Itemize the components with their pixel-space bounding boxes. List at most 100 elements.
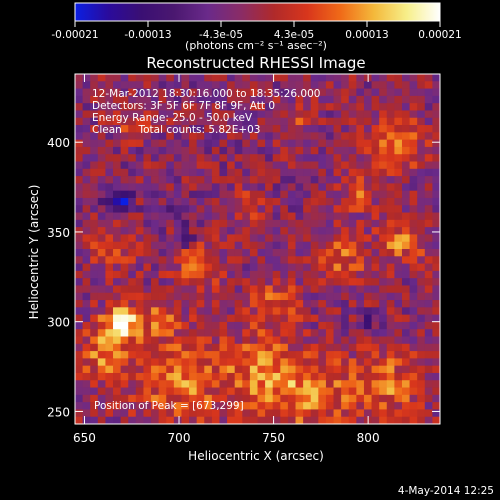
heatmap-cell (348, 183, 357, 192)
heatmap-cell (97, 234, 106, 243)
heatmap-cell (181, 358, 190, 367)
heatmap-cell (280, 183, 289, 192)
heatmap-cell (242, 146, 251, 155)
heatmap-cell (242, 139, 251, 148)
heatmap-cell (211, 146, 220, 155)
heatmap-cell (158, 321, 167, 330)
heatmap-cell (105, 387, 114, 396)
heatmap-cell (105, 329, 114, 337)
heatmap-cell (90, 110, 99, 119)
heatmap-cell (204, 285, 213, 294)
heatmap-cell (135, 270, 144, 279)
heatmap-cell (135, 300, 144, 308)
heatmap-cell (348, 329, 357, 337)
heatmap-cell (97, 176, 106, 184)
heatmap-cell (105, 285, 114, 294)
heatmap-cell (379, 154, 388, 162)
heatmap-cell (234, 190, 243, 199)
heatmap-cell (287, 263, 296, 272)
heatmap-cell (386, 285, 395, 294)
heatmap-cell (379, 249, 388, 257)
heatmap-cell (424, 380, 433, 388)
heatmap-cell (341, 154, 350, 162)
heatmap-cell (135, 402, 144, 410)
heatmap-cell (401, 380, 410, 388)
heatmap-cell (242, 343, 251, 352)
heatmap-cell (151, 358, 160, 367)
heatmap-cell (90, 161, 99, 170)
heatmap-cell (158, 300, 167, 308)
heatmap-cell (135, 292, 144, 301)
heatmap-cell (135, 358, 144, 367)
heatmap-cell (135, 278, 144, 286)
heatmap-cell (394, 387, 403, 396)
heatmap-cell (272, 270, 281, 279)
heatmap-cell (82, 168, 91, 177)
heatmap-cell (234, 125, 243, 133)
heatmap-cell (417, 241, 426, 250)
heatmap-cell (143, 372, 152, 381)
heatmap-cell (189, 256, 198, 264)
heatmap-cell (257, 351, 266, 359)
heatmap-cell (82, 387, 91, 396)
heatmap-cell (219, 372, 228, 381)
heatmap-cell (227, 321, 236, 330)
heatmap-cell (211, 249, 220, 257)
heatmap-cell (356, 358, 365, 367)
heatmap-cell (189, 81, 198, 89)
heatmap-cell (424, 365, 433, 374)
heatmap-cell (371, 95, 380, 104)
heatmap-cell (280, 219, 289, 228)
heatmap-cell (333, 219, 342, 228)
heatmap-cell (120, 146, 129, 155)
heatmap-cell (105, 132, 114, 141)
heatmap-cell (113, 227, 122, 235)
heatmap-cell (401, 416, 410, 425)
heatmap-cell (432, 241, 441, 250)
heatmap-cell (219, 292, 228, 301)
heatmap-cell (379, 409, 388, 418)
heatmap-cell (280, 81, 289, 89)
plot-title: Reconstructed RHESSI Image (146, 54, 365, 72)
heatmap-cell (318, 380, 327, 388)
heatmap-cell (105, 161, 114, 170)
heatmap-cell (189, 219, 198, 228)
heatmap-cell (295, 212, 304, 221)
heatmap-cell (257, 343, 266, 352)
heatmap-cell (196, 380, 205, 388)
heatmap-cell (371, 197, 380, 206)
heatmap-cell (143, 197, 152, 206)
heatmap-cell (242, 117, 251, 126)
heatmap-cell (120, 321, 129, 330)
heatmap-cell (242, 190, 251, 199)
heatmap-cell (75, 176, 83, 184)
heatmap-cell (181, 402, 190, 410)
heatmap-cell (113, 168, 122, 177)
heatmap-cell (75, 285, 83, 294)
heatmap-cell (128, 336, 137, 345)
heatmap-cell (211, 321, 220, 330)
heatmap-cell (333, 394, 342, 403)
heatmap-cell (325, 278, 334, 286)
heatmap-cell (417, 110, 426, 119)
heatmap-cell (318, 205, 327, 213)
heatmap-cell (386, 212, 395, 221)
heatmap-cell (379, 103, 388, 111)
heatmap-cell (242, 197, 251, 206)
heatmap-cell (356, 256, 365, 264)
heatmap-cell (272, 336, 281, 345)
heatmap-cell (371, 205, 380, 213)
heatmap-cell (379, 372, 388, 381)
heatmap-cell (211, 307, 220, 316)
heatmap-cell (386, 351, 395, 359)
heatmap-cell (272, 380, 281, 388)
heatmap-cell (401, 139, 410, 148)
heatmap-cell (310, 205, 319, 213)
heatmap-cell (295, 336, 304, 345)
heatmap-cell (166, 307, 175, 316)
heatmap-cell (356, 307, 365, 316)
x-tick-label: 750 (262, 431, 285, 445)
heatmap-cell (113, 300, 122, 308)
heatmap-cell (348, 176, 357, 184)
heatmap-cell (181, 241, 190, 250)
